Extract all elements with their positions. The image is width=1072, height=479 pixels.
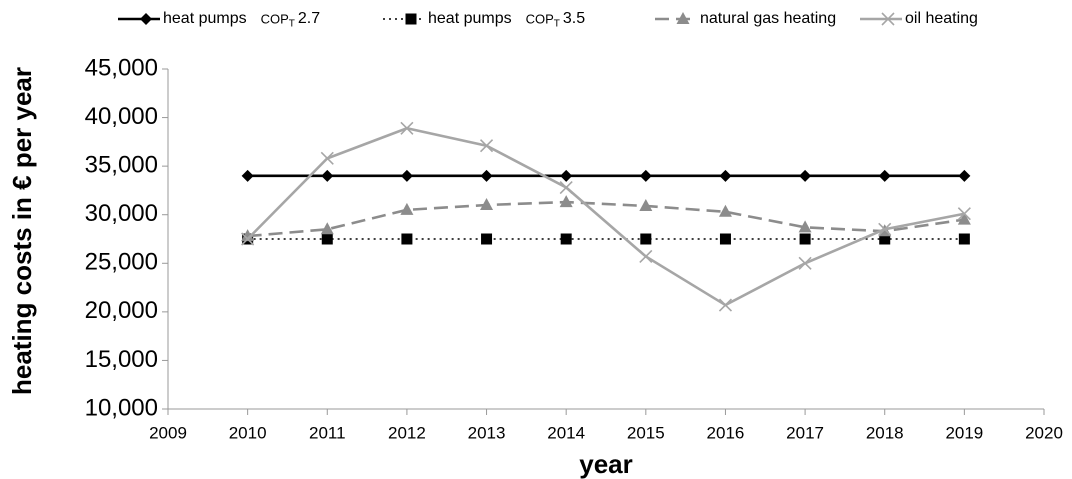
x-tick-label: 2012	[388, 423, 426, 442]
marker	[140, 13, 152, 25]
y-tick-label: 20,000	[85, 297, 158, 324]
legend-cop-sub: T	[554, 19, 560, 30]
marker	[639, 169, 652, 182]
series	[241, 169, 971, 182]
marker	[798, 220, 812, 233]
marker	[799, 169, 812, 182]
series-line	[246, 126, 965, 307]
y-tick-label: 40,000	[85, 103, 158, 130]
series-line	[247, 200, 965, 238]
legend-cop: COP	[526, 11, 554, 26]
marker	[958, 169, 971, 182]
marker	[957, 212, 971, 225]
x-tick-label: 2010	[229, 423, 267, 442]
x-tick-label: 2017	[786, 423, 824, 442]
marker	[559, 195, 573, 208]
x-tick-label: 2013	[468, 423, 506, 442]
x-tick-label: 2014	[547, 423, 585, 442]
x-axis-label: year	[579, 449, 633, 479]
marker	[799, 233, 811, 245]
marker	[881, 12, 895, 26]
marker	[639, 198, 653, 211]
marker	[321, 169, 334, 182]
legend-cop: COP	[261, 11, 289, 26]
marker	[400, 202, 414, 215]
marker	[481, 233, 493, 245]
marker	[559, 180, 573, 195]
marker	[480, 198, 494, 210]
marker	[400, 121, 414, 135]
marker	[480, 169, 493, 182]
marker	[320, 151, 334, 165]
marker	[320, 222, 334, 235]
y-tick-label: 45,000	[85, 54, 158, 81]
marker	[479, 139, 494, 153]
marker	[560, 233, 572, 245]
y-tick-label: 15,000	[85, 346, 158, 373]
y-tick-label: 35,000	[85, 151, 158, 178]
marker	[958, 233, 970, 245]
x-tick-label: 2020	[1025, 423, 1063, 442]
legend-label: heat pumps	[163, 10, 247, 27]
legend-cop-value: 3.5	[563, 10, 585, 27]
marker	[405, 13, 417, 25]
legend-item: natural gas heating	[655, 10, 836, 27]
x-tick-label: 2018	[866, 423, 904, 442]
legend-item: oil heating	[860, 10, 978, 27]
marker	[639, 249, 653, 264]
x-tick-label: 2016	[707, 423, 745, 442]
marker	[719, 233, 731, 245]
x-tick-label: 2009	[149, 423, 187, 442]
y-tick-label: 30,000	[85, 200, 158, 227]
legend-label: heat pumps	[428, 10, 512, 27]
x-tick-label: 2015	[627, 423, 665, 442]
legend-cop-sub: T	[289, 19, 295, 30]
y-tick-label: 25,000	[85, 249, 158, 276]
marker	[241, 232, 255, 246]
marker	[718, 298, 733, 312]
legend-label: oil heating	[905, 10, 978, 27]
marker	[957, 207, 971, 221]
legend-item: heat pumps COP T 2.7	[118, 10, 320, 30]
marker	[676, 12, 690, 24]
y-axis-label: heating costs in € per year	[7, 67, 37, 395]
series	[241, 195, 971, 242]
legend-label: natural gas heating	[700, 10, 836, 27]
legend-cop-value: 2.7	[298, 10, 320, 27]
marker	[321, 233, 333, 245]
marker	[241, 169, 254, 182]
marker	[241, 229, 255, 242]
marker	[640, 233, 652, 245]
x-tick-label: 2011	[309, 423, 346, 442]
marker	[798, 256, 812, 270]
marker	[879, 233, 891, 245]
x-tick-label: 2019	[945, 423, 983, 442]
marker	[719, 169, 732, 182]
marker	[878, 169, 891, 182]
series	[241, 121, 971, 312]
marker	[718, 204, 732, 217]
marker	[400, 169, 413, 182]
marker	[401, 233, 413, 245]
y-tick-label: 10,000	[85, 394, 158, 421]
legend-item: heat pumps COP T 3.5	[383, 10, 585, 30]
marker	[560, 169, 573, 182]
marker	[878, 222, 892, 236]
